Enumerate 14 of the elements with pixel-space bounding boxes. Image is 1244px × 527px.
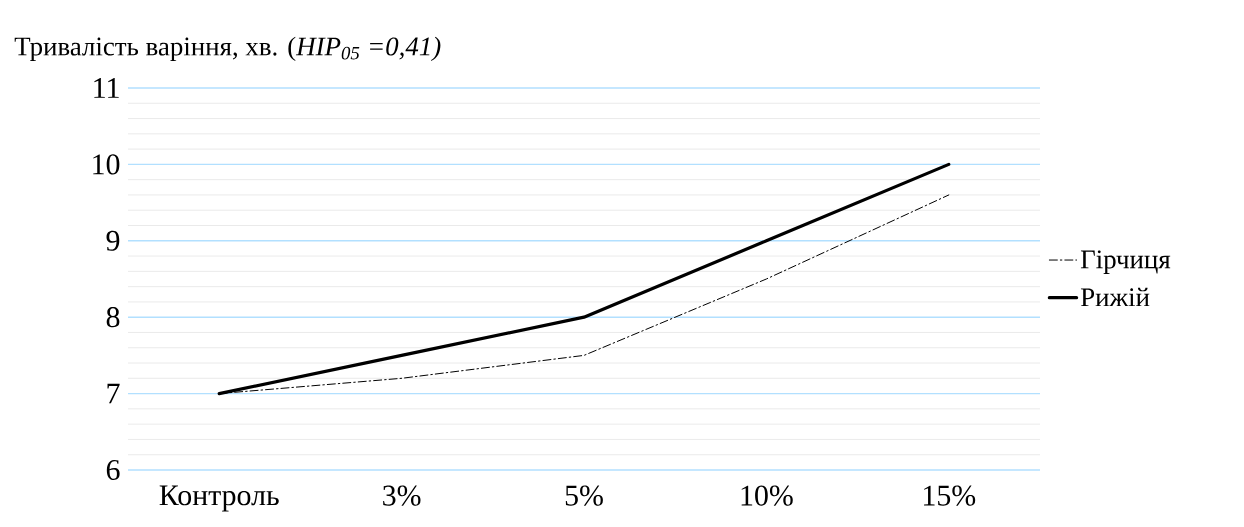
- x-tick-label: 10%: [741, 485, 793, 506]
- y-tick-label: 7: [107, 383, 120, 404]
- y-tick-label: 10: [93, 154, 120, 175]
- y-tick-label: 9: [106, 230, 120, 251]
- x-tick-label: 3%: [383, 485, 421, 506]
- y-tick-label: 6: [106, 459, 120, 481]
- y-tick-label: 11: [94, 78, 119, 98]
- legend-label: Гірчиця: [1080, 250, 1171, 274]
- y-tick-label: 8: [106, 307, 120, 328]
- x-tick-label: 15%: [924, 485, 976, 506]
- x-tick-label: 5%: [565, 485, 603, 506]
- text: Тривалість варіння, хв. (HIP$_{05}$ =0,41): [14, 36, 441, 62]
- x-tick-label: Контроль: [159, 485, 279, 512]
- legend-label: Рижій: [1080, 287, 1150, 307]
